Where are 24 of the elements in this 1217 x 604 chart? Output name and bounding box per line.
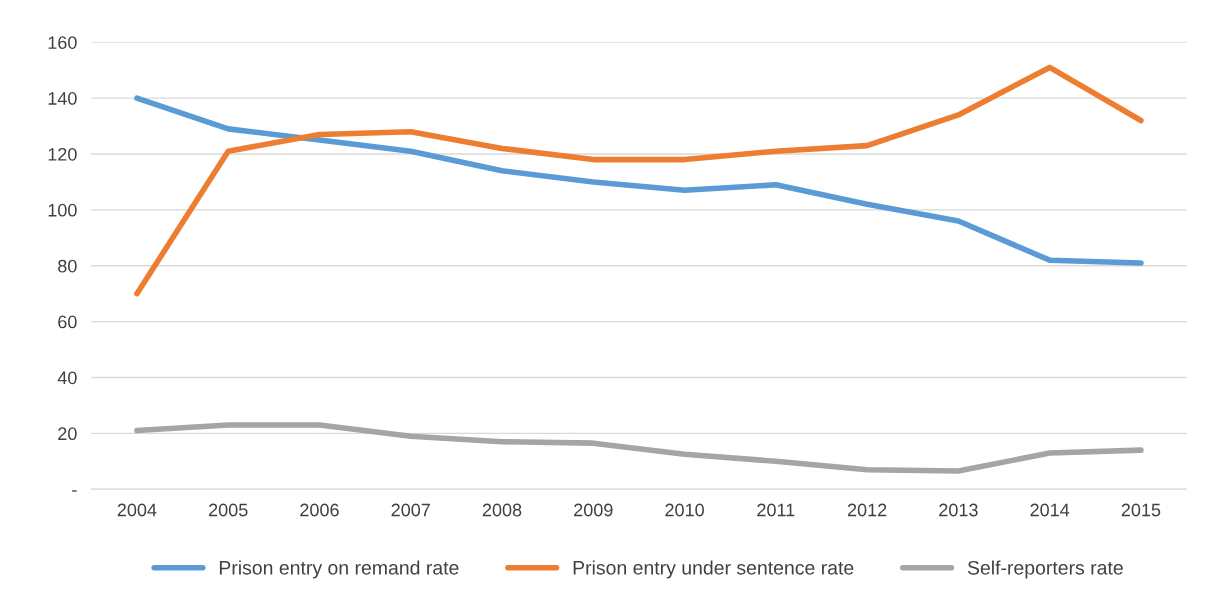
y-tick-label: 100 (48, 203, 77, 217)
x-tick-label: 2012 (847, 503, 887, 517)
y-tick-label: 20 (58, 427, 77, 441)
x-tick-label: 2011 (757, 503, 795, 517)
x-tick-label: 2005 (209, 503, 248, 517)
x-tick-label: 2010 (665, 503, 704, 517)
x-tick-label: 2006 (300, 503, 339, 517)
x-tick-label: 2004 (117, 503, 157, 517)
y-tick-label: 40 (57, 371, 77, 385)
y-tick-label: - (72, 490, 77, 492)
x-tick-label: 2007 (391, 503, 430, 517)
y-tick-label: 120 (48, 147, 77, 161)
x-tick-label: 2008 (482, 503, 522, 517)
y-tick-label: 80 (58, 259, 77, 273)
legend-label: Prison entry on remand rate (219, 560, 459, 579)
legend-label: Prison entry under sentence rate (573, 560, 854, 579)
y-tick-label: 140 (48, 92, 77, 105)
legend-label: Self-reporters rate (967, 560, 1123, 579)
x-tick-label: 2013 (939, 503, 978, 517)
x-tick-label: 2014 (1030, 503, 1070, 517)
y-tick-label: 160 (48, 36, 77, 49)
x-tick-label: 2015 (1121, 503, 1161, 517)
y-tick-label: 60 (58, 315, 77, 329)
x-tick-label: 2009 (574, 503, 613, 517)
